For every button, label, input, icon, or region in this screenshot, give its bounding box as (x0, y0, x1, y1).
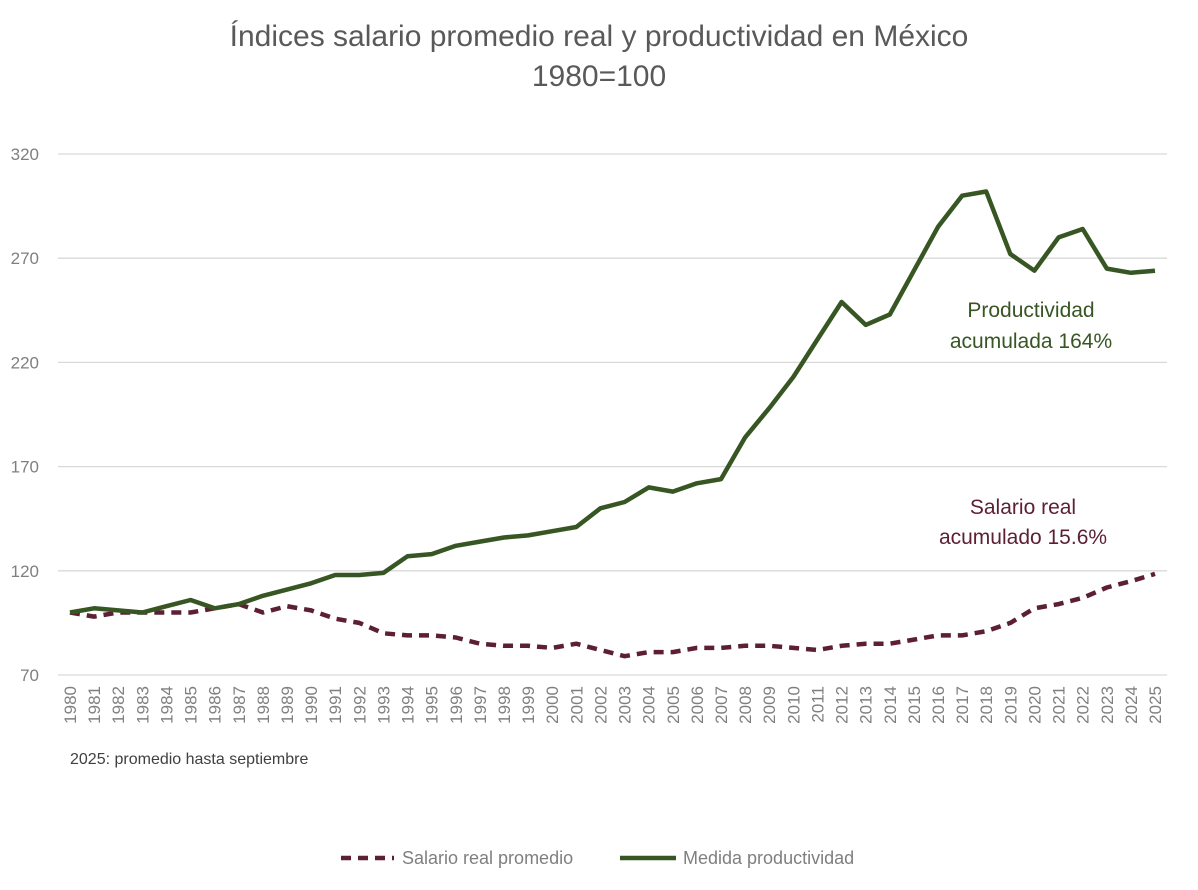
legend-label-salary: Salario real promedio (402, 848, 573, 868)
x-tick-label: 2011 (808, 686, 827, 723)
x-tick-label: 2017 (953, 686, 972, 724)
x-tick-label: 1999 (519, 686, 538, 724)
x-tick-label: 2013 (857, 686, 876, 724)
chart-title: Índices salario promedio real y producti… (230, 20, 969, 53)
annotation-productivity-line1: Productividad (967, 299, 1094, 322)
x-tick-label: 2003 (616, 686, 635, 724)
x-tick-label: 2004 (640, 686, 659, 724)
series-line-productividad (69, 189, 1156, 615)
y-tick-label: 70 (20, 666, 39, 685)
x-tick-label: 2001 (567, 686, 586, 724)
x-tick-label: 2009 (760, 686, 779, 724)
x-tick-label: 1990 (302, 686, 321, 724)
x-tick-label: 1995 (423, 686, 442, 724)
x-tick-label: 1985 (182, 686, 201, 724)
x-tick-label: 1992 (350, 686, 369, 724)
y-tick-label: 220 (11, 353, 39, 372)
x-tick-label: 2020 (1025, 686, 1044, 724)
y-tick-label: 120 (11, 562, 39, 581)
x-tick-label: 2025 (1146, 686, 1165, 724)
grid (58, 153, 1167, 676)
footnote: 2025: promedio hasta septiembre (70, 751, 308, 768)
x-tick-label: 1987 (230, 686, 249, 724)
x-tick-label: 1980 (61, 686, 80, 724)
x-tick-label: 1981 (85, 686, 104, 724)
x-tick-label: 2000 (543, 686, 562, 724)
annotation-productivity-line2: acumulada 164% (950, 330, 1112, 353)
series-lines (69, 189, 1156, 659)
x-tick-label: 2015 (905, 686, 924, 724)
x-tick-label: 1993 (374, 686, 393, 724)
x-tick-label: 1997 (471, 686, 490, 724)
x-tick-label: 1983 (133, 686, 152, 724)
x-tick-label: 2016 (929, 686, 948, 724)
legend: Salario real promedio Medida productivid… (341, 848, 854, 868)
annotation-salary-line2: acumulado 15.6% (939, 526, 1107, 549)
x-tick-label: 1998 (495, 686, 514, 724)
y-tick-label: 270 (11, 249, 39, 268)
x-tick-label: 2002 (591, 686, 610, 724)
series-line-salario-real (69, 571, 1156, 659)
x-tick-label: 1996 (447, 686, 466, 724)
x-tick-label: 1994 (399, 686, 418, 724)
x-tick-label: 2014 (881, 686, 900, 724)
y-tick-label: 320 (11, 145, 39, 164)
x-tick-label: 1991 (326, 686, 345, 724)
x-tick-label: 2021 (1050, 686, 1069, 724)
x-tick-label: 1984 (157, 686, 176, 724)
y-axis-labels: 70 120 170 220 270 320 (11, 145, 39, 685)
x-tick-label: 2018 (977, 686, 996, 724)
x-tick-label: 2010 (784, 686, 803, 724)
x-tick-label: 1988 (254, 686, 273, 724)
x-tick-label: 2005 (664, 686, 683, 724)
x-tick-label: 2022 (1074, 686, 1093, 724)
x-tick-label: 2019 (1001, 686, 1020, 724)
annotation-salary-line1: Salario real (970, 496, 1076, 519)
x-tick-label: 2006 (688, 686, 707, 724)
chart-subtitle: 1980=100 (532, 60, 666, 93)
legend-label-productivity: Medida productividad (683, 848, 854, 868)
x-tick-label: 1982 (109, 686, 128, 724)
x-tick-label: 1989 (278, 686, 297, 724)
x-tick-label: 2023 (1098, 686, 1117, 724)
x-tick-label: 2024 (1122, 686, 1141, 724)
x-tick-label: 2007 (712, 686, 731, 724)
x-tick-label: 1986 (206, 686, 225, 724)
x-tick-label: 2008 (736, 686, 755, 724)
y-tick-label: 170 (11, 458, 39, 477)
x-axis-labels: 1980 1981 1982 1983 1984 1985 1986 1987 1988 1989… (61, 686, 1165, 724)
x-tick-label: 2012 (833, 686, 852, 724)
